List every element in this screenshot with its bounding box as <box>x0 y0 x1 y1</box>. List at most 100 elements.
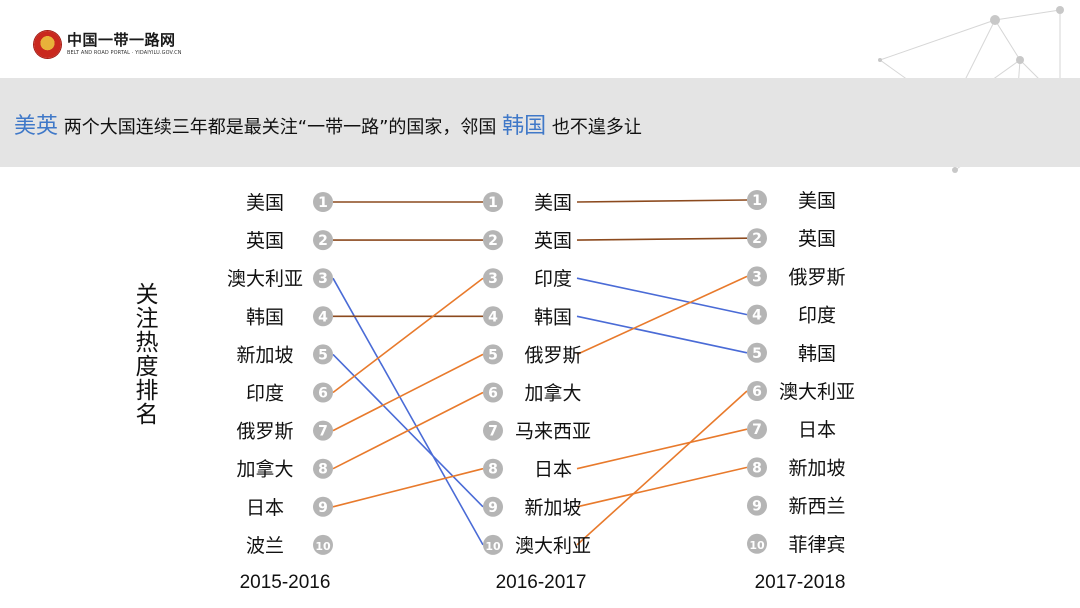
country-label: 韩国 <box>534 306 572 328</box>
rank-number: 4 <box>488 309 498 325</box>
rank-link <box>576 199 748 203</box>
country-label: 日本 <box>534 459 572 481</box>
period-label: 2017-2018 <box>755 572 846 593</box>
rank-link <box>576 390 748 546</box>
rank-link <box>332 277 484 394</box>
country-label: 韩国 <box>798 343 836 365</box>
rank-link <box>332 391 484 470</box>
country-label: 日本 <box>798 419 836 441</box>
rank-number: 5 <box>488 347 498 363</box>
country-label: 美国 <box>246 192 284 214</box>
country-label: 印度 <box>246 383 284 405</box>
rank-number: 9 <box>488 500 498 516</box>
country-label: 澳大利亚 <box>515 535 591 557</box>
country-label: 美国 <box>798 190 836 212</box>
country-label: 美国 <box>534 192 572 214</box>
rank-number: 9 <box>752 499 762 515</box>
rank-circle <box>483 192 503 212</box>
country-label: 印度 <box>798 305 836 327</box>
rank-number: 7 <box>752 422 762 438</box>
country-label: 印度 <box>534 268 572 290</box>
country-label: 俄罗斯 <box>788 266 845 288</box>
rank-number: 8 <box>318 462 328 478</box>
country-label: 马来西亚 <box>515 421 591 443</box>
rank-circle <box>747 381 767 401</box>
country-label: 新加坡 <box>236 344 293 366</box>
headline-text-2: 也不遑多让 <box>551 117 642 138</box>
rank-circle <box>747 342 767 363</box>
rank-circle <box>313 382 333 403</box>
headline: 美英 两个大国连续三年都是最关注“一带一路”的国家，邻国 韩国 也不遑多让 <box>14 108 642 140</box>
rank-circle <box>747 304 767 325</box>
country-label: 新加坡 <box>788 457 845 479</box>
rank-circle <box>483 306 503 327</box>
country-label: 英国 <box>246 230 284 252</box>
rank-circle <box>483 534 503 555</box>
rank-number: 10 <box>749 539 765 552</box>
logo-name-en: BELT AND ROAD PORTAL · YIDAIYILU.GOV.CN <box>67 50 182 56</box>
rank-circle <box>313 458 333 479</box>
logo-name-cn: 中国一带一路网 <box>67 31 176 49</box>
rank-circle <box>483 420 503 441</box>
rank-number: 3 <box>488 271 498 287</box>
rank-link <box>576 237 748 241</box>
rank-number: 6 <box>318 386 328 402</box>
rank-circle <box>313 344 333 365</box>
rank-number: 7 <box>318 424 328 440</box>
y-axis-label: 关注热度排名 <box>131 282 157 426</box>
national-emblem-icon <box>34 31 61 58</box>
rank-circle <box>747 228 767 249</box>
rank-number: 2 <box>752 231 762 247</box>
rank-circle <box>313 230 333 251</box>
rank-circle <box>313 534 333 555</box>
rank-link <box>576 277 748 316</box>
country-label: 澳大利亚 <box>779 381 855 403</box>
headline-highlight-korea: 韩国 <box>502 114 547 139</box>
rank-number: 6 <box>752 384 762 400</box>
rank-circle <box>313 496 333 517</box>
country-label: 菲律宾 <box>788 534 845 556</box>
rank-circle <box>313 306 333 327</box>
rank-circle <box>483 496 503 517</box>
rank-link <box>576 315 748 354</box>
rank-number: 7 <box>488 424 498 440</box>
headline-text-1: 两个大国连续三年都是最关注“一带一路”的国家，邻国 <box>63 117 497 138</box>
rank-number: 4 <box>752 308 762 324</box>
rank-circle <box>747 419 767 440</box>
rank-number: 5 <box>752 346 762 362</box>
site-logo[interactable]: 中国一带一路网 BELT AND ROAD PORTAL · YIDAIYILU… <box>34 31 182 58</box>
rank-number: 5 <box>318 347 328 363</box>
headline-band <box>0 78 1080 167</box>
rank-number: 6 <box>488 386 498 402</box>
country-label: 英国 <box>534 230 572 252</box>
country-label: 英国 <box>798 228 836 250</box>
country-label: 波兰 <box>246 535 284 557</box>
rank-circle <box>483 344 503 365</box>
country-label: 日本 <box>246 497 284 519</box>
headline-highlight-usuk: 美英 <box>14 114 59 139</box>
period-label: 2015-2016 <box>240 572 331 593</box>
rank-circle <box>313 268 333 289</box>
rank-circle <box>483 230 503 251</box>
country-label: 俄罗斯 <box>524 344 581 366</box>
rank-number: 1 <box>752 193 762 209</box>
rank-link <box>332 467 484 508</box>
rank-circle <box>313 192 333 212</box>
period-label: 2016-2017 <box>496 572 587 593</box>
rank-number: 2 <box>318 233 328 249</box>
country-label: 加拿大 <box>236 458 293 481</box>
country-label: 新加坡 <box>524 497 581 519</box>
rank-link <box>332 277 484 546</box>
rank-circle <box>747 533 767 554</box>
country-label: 加拿大 <box>524 382 581 405</box>
country-label: 韩国 <box>246 306 284 328</box>
rank-number: 8 <box>752 460 762 476</box>
country-label: 澳大利亚 <box>227 268 303 290</box>
rank-link <box>576 428 748 470</box>
rank-circle <box>483 458 503 479</box>
rank-number: 1 <box>318 195 328 211</box>
rank-number: 8 <box>488 462 498 478</box>
rank-number: 10 <box>485 540 501 553</box>
